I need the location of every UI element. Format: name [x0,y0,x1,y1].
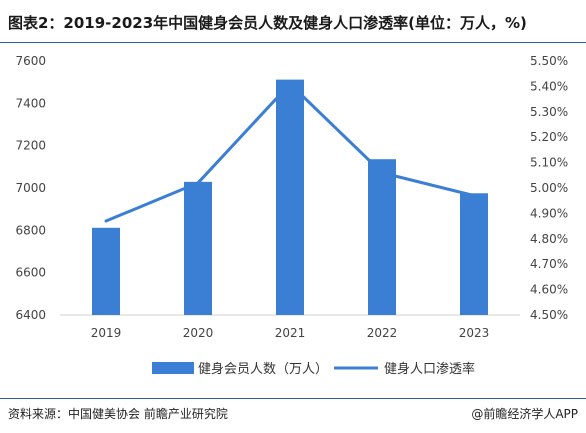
y-left-tick-label: 6600 [15,266,46,280]
x-tick-label: 2022 [367,326,398,340]
legend-bar-label: 健身会员人数（万人） [198,361,328,377]
y-right-tick-label: 5.10% [530,156,568,170]
line-point-2019 [104,219,108,223]
bar-2020 [184,181,212,315]
chart: 6400 6600 6800 7000 7200 7400 7600 4.50% 4.60% 4.… [15,54,568,377]
bottom-divider [0,398,586,399]
y-right-tick-label: 4.70% [530,257,568,271]
x-tick-label: 2023 [459,326,490,340]
legend-bar-swatch [152,362,194,374]
x-tick-label: 2021 [275,326,306,340]
y-left-tick-label: 7400 [15,96,46,110]
y-right-tick-label: 5.30% [530,105,568,119]
bar-2019 [92,227,120,315]
y-right-tick-label: 5.00% [530,181,568,195]
y-left-tick-label: 7600 [15,54,46,68]
y-left-tick-label: 6400 [15,308,46,322]
chart-title: 图表2：2019-2023年中国健身会员人数及健身人口渗透率(单位：万人，%) [8,14,527,32]
legend-line-label: 健身人口渗透率 [384,361,475,377]
y-right-tick-label: 4.50% [530,308,568,322]
source-note: 资料来源：中国健美协会 前瞻产业研究院 [8,407,228,421]
x-tick-label: 2020 [183,326,214,340]
y-left-tick-label: 7000 [15,181,46,195]
y-right-tick-label: 4.80% [530,232,568,246]
y-right-tick-label: 5.20% [530,130,568,144]
brand-credit: @前瞻经济学人APP [471,407,578,421]
top-divider [0,42,586,43]
bar-2023 [460,193,488,315]
line-point-2021 [288,82,292,86]
bar-2021 [276,79,304,315]
y-left-tick-label: 6800 [15,223,46,237]
y-right-tick-label: 5.50% [530,54,568,68]
line-point-2020 [196,181,200,185]
y-right-tick-label: 4.90% [530,206,568,220]
bar-2022 [368,159,396,315]
line-point-2023 [472,194,476,198]
x-tick-label: 2019 [91,326,122,340]
y-right-tick-label: 5.40% [530,79,568,93]
y-right-tick-label: 4.60% [530,283,568,297]
y-left-tick-label: 7200 [15,139,46,153]
line-point-2022 [380,171,384,175]
